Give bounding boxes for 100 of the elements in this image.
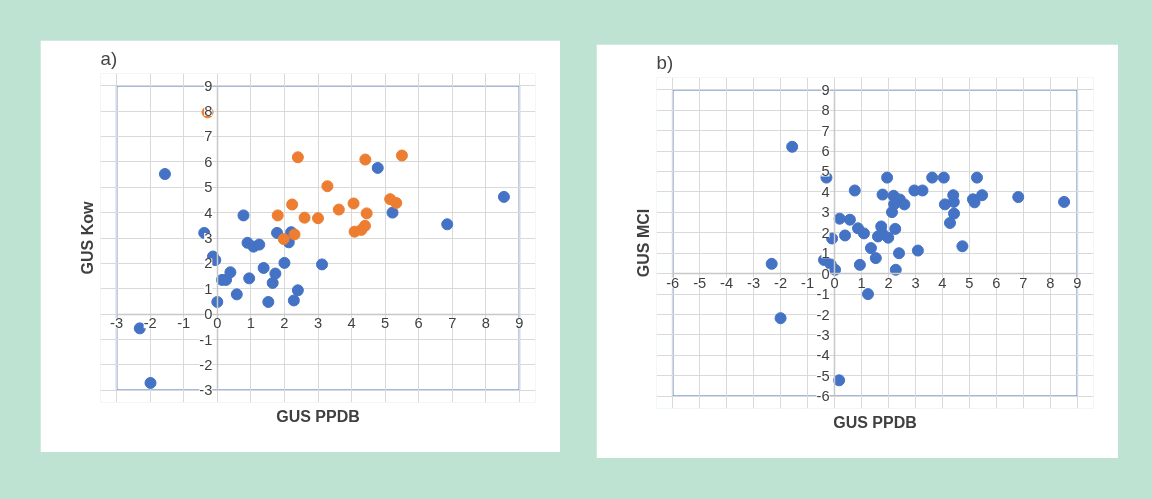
x-tick-label: 9 xyxy=(1073,274,1082,291)
point xyxy=(133,322,146,335)
point xyxy=(287,294,300,307)
x-tick-label: 4 xyxy=(938,274,947,291)
y-tick-label: -3 xyxy=(199,382,213,399)
x-tick-label: 5 xyxy=(381,315,390,332)
point xyxy=(347,197,360,210)
chart-title: b) xyxy=(656,51,674,73)
point xyxy=(943,216,956,229)
point xyxy=(848,184,861,197)
point xyxy=(332,203,345,216)
x-tick-label: -6 xyxy=(666,274,680,291)
point xyxy=(843,213,856,226)
point xyxy=(976,189,989,202)
x-tick-label: 2 xyxy=(280,315,289,332)
point xyxy=(497,190,510,203)
x-tick-label: -1 xyxy=(177,315,191,332)
y-tick-label: 7 xyxy=(204,128,213,145)
point xyxy=(359,153,372,166)
point xyxy=(358,219,371,232)
point xyxy=(316,258,329,271)
point xyxy=(861,288,874,301)
point xyxy=(839,229,852,242)
y-tick-label: 2 xyxy=(821,224,830,241)
y-tick-label: 6 xyxy=(821,143,830,160)
point xyxy=(889,222,902,235)
y-tick-label: 5 xyxy=(821,163,830,180)
point xyxy=(298,211,311,224)
x-tick-label: 5 xyxy=(965,274,974,291)
y-tick-label: 5 xyxy=(204,179,213,196)
point xyxy=(898,198,911,211)
y-tick-label: 2 xyxy=(204,255,213,272)
y-axis-title: GUS MCI xyxy=(634,208,652,278)
y-tick-label: 9 xyxy=(821,81,830,98)
x-tick-label: -3 xyxy=(110,315,124,332)
point xyxy=(948,207,961,220)
x-tick-label: 1 xyxy=(246,315,255,332)
x-tick-label: 8 xyxy=(1046,274,1055,291)
y-tick-label: 4 xyxy=(204,204,213,221)
y-tick-label: 9 xyxy=(204,77,213,94)
point xyxy=(774,312,787,325)
x-tick-label: 1 xyxy=(857,274,866,291)
x-tick-label: 6 xyxy=(992,274,1001,291)
x-tick-label: 7 xyxy=(1019,274,1028,291)
point xyxy=(286,198,299,211)
y-tick-label: 3 xyxy=(821,204,830,221)
y-tick-label: -1 xyxy=(199,331,213,348)
point xyxy=(321,180,334,193)
y-tick-label: -1 xyxy=(816,286,830,303)
point xyxy=(360,207,373,220)
point xyxy=(937,171,950,184)
point xyxy=(230,288,243,301)
y-tick-label: 1 xyxy=(821,245,830,262)
point xyxy=(158,168,171,181)
x-tick-label: 4 xyxy=(347,315,356,332)
point xyxy=(938,198,951,211)
point xyxy=(765,257,778,270)
point xyxy=(857,227,870,240)
point xyxy=(871,230,884,243)
point xyxy=(893,247,906,260)
point xyxy=(876,188,889,201)
point xyxy=(926,171,939,184)
x-tick-label: -5 xyxy=(693,274,707,291)
point xyxy=(257,261,270,274)
point xyxy=(882,231,895,244)
point xyxy=(864,242,877,255)
point xyxy=(869,252,882,265)
y-tick-label: -6 xyxy=(816,388,830,405)
point xyxy=(1058,195,1071,208)
point xyxy=(853,258,866,271)
y-tick-label: -3 xyxy=(816,326,830,343)
point xyxy=(224,266,237,279)
x-tick-label: -3 xyxy=(747,274,761,291)
y-tick-label: -2 xyxy=(199,356,213,373)
point xyxy=(291,151,304,164)
x-tick-label: 2 xyxy=(884,274,893,291)
point xyxy=(144,376,157,389)
x-tick-label: 9 xyxy=(515,315,524,332)
point xyxy=(371,161,384,174)
point xyxy=(889,263,902,276)
x-tick-label: -1 xyxy=(801,274,815,291)
point xyxy=(291,284,304,297)
point xyxy=(885,206,898,219)
y-tick-label: -5 xyxy=(816,367,830,384)
point xyxy=(271,209,284,222)
x-tick-label: -2 xyxy=(143,315,157,332)
point xyxy=(269,267,282,280)
x-tick-label: 7 xyxy=(448,315,457,332)
chart-title: a) xyxy=(100,47,118,69)
point xyxy=(243,272,256,285)
y-tick-label: 4 xyxy=(821,183,830,200)
y-tick-label: 7 xyxy=(821,122,830,139)
point xyxy=(970,171,983,184)
x-axis-title: GUS PPDB xyxy=(276,407,360,425)
point xyxy=(237,209,250,222)
point xyxy=(211,295,224,308)
point xyxy=(441,218,454,231)
point xyxy=(390,196,403,209)
x-tick-label: 8 xyxy=(481,315,490,332)
y-tick-label: 3 xyxy=(204,230,213,246)
